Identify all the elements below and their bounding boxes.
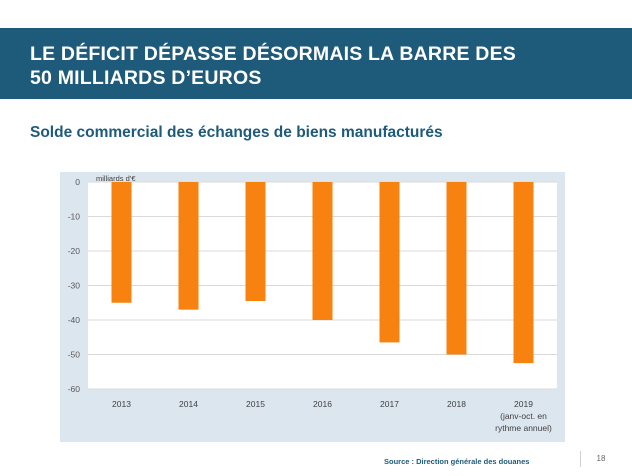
y-tick-label: -50 [68, 350, 81, 360]
x-tick-label: 2015 [246, 399, 265, 409]
y-tick-label: -10 [68, 212, 81, 222]
page-number: 18 [580, 451, 621, 467]
x-tick-label: 2016 [313, 399, 332, 409]
x-tick-label: 2017 [380, 399, 399, 409]
bar [245, 182, 266, 302]
x-tick-label: (janv-oct. en [500, 411, 547, 421]
slide-title-line-2: 50 MILLIARDS D’EUROS [30, 67, 262, 89]
x-tick-label: 2018 [447, 399, 466, 409]
bar [446, 182, 467, 355]
bar [513, 182, 534, 364]
bar [111, 182, 132, 303]
chart-subtitle: Solde commercial des échanges de biens m… [30, 124, 443, 141]
chart-area: 0 -10 -20 -30 -40 -50 -60 milliards d’€ 2013 2014… [60, 172, 565, 442]
y-unit-label: milliards d’€ [96, 174, 136, 183]
y-tick-label: -20 [68, 246, 81, 256]
x-tick-label: rythme annuel) [495, 423, 552, 433]
source-note: Source : Direction générale des douanes [384, 457, 530, 466]
bar-chart: 0 -10 -20 -30 -40 -50 -60 milliards d’€ 2013 2014… [68, 174, 557, 433]
x-tick-label: 2019 [514, 399, 533, 409]
y-tick-label: -30 [68, 281, 81, 291]
y-tick-label: -40 [68, 315, 81, 325]
slide-title-line-1: LE DÉFICIT DÉPASSE DÉSORMAIS LA BARRE DE… [30, 43, 516, 65]
bar [312, 182, 333, 320]
y-tick-label: -60 [68, 384, 81, 394]
title-banner: LE DÉFICIT DÉPASSE DÉSORMAIS LA BARRE DE… [0, 28, 632, 99]
x-tick-label: 2013 [112, 399, 131, 409]
y-tick-label: 0 [75, 177, 80, 187]
bar [178, 182, 199, 310]
bar [379, 182, 400, 343]
x-tick-label: 2014 [179, 399, 198, 409]
